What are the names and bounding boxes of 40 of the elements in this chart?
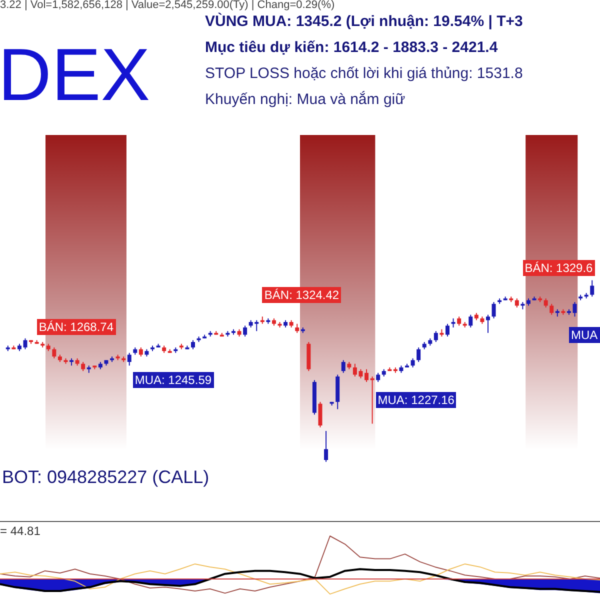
candlestick (81, 361, 86, 372)
text: VÙNG MUA: 1345.2 (Lợi nhuận: 19.54% | T+3 (205, 13, 523, 30)
candlestick (446, 323, 450, 338)
candlestick (410, 358, 415, 368)
candlestick (243, 325, 248, 338)
candlestick (457, 316, 462, 326)
annotation: MUA (569, 326, 600, 343)
annotation: = 44.81 (0, 524, 40, 538)
candlestick (138, 346, 143, 358)
candlestick (295, 323, 300, 334)
candlestick (341, 360, 346, 374)
text: STOP LOSS hoặc chốt lời khi giá thủng: 1531.8 (205, 65, 523, 82)
candlestick (190, 340, 195, 350)
candlestick (376, 372, 380, 382)
annotation: BÁN: 1324.42 (262, 286, 342, 303)
candlestick (572, 302, 577, 318)
candlestick (550, 303, 554, 316)
candlestick (468, 314, 473, 328)
text: BÁN: 1329.6 (522, 260, 595, 276)
candlestick (318, 401, 322, 428)
candlestick (127, 352, 132, 366)
candlestick (364, 368, 369, 382)
annotation: BÁN: 1268.74 (36, 319, 116, 336)
text: Mục tiêu dự kiến: 1614.2 - 1883.3 - 2421.4 (205, 39, 498, 56)
candlestick (434, 330, 438, 342)
candlestick (590, 280, 594, 298)
candlestick (451, 318, 456, 328)
text: Khuyến nghị: Mua và nắm giữ (205, 91, 406, 108)
candlestick (416, 346, 421, 362)
candlestick (52, 346, 56, 359)
chart-title: DEX (0, 33, 150, 116)
text: BOT: 0948285227 (CALL) (2, 467, 210, 487)
candlestick (492, 302, 496, 319)
annotation: MUA: 1227.16 (376, 392, 456, 408)
candlestick (324, 430, 328, 462)
candlestick (486, 314, 490, 334)
candlestick (514, 298, 519, 308)
candlestick (544, 298, 548, 308)
chart-subtitle: 3.22 | Vol=1,582,656,128 | Value=2,545,259.00(Ty) | Chang=0.29(%) (0, 0, 335, 11)
annotation: MUA: 1245.59 (132, 372, 214, 388)
